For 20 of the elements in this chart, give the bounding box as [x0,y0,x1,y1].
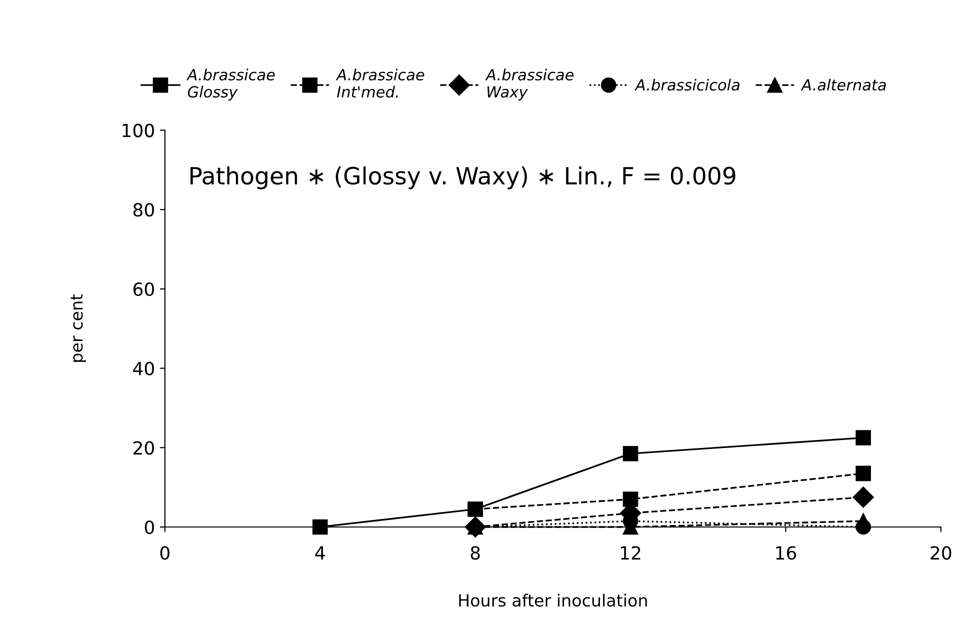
x-tick-label: 16 [776,546,796,560]
x-tick-label: 8 [470,546,480,560]
legend-label: A.brassicae Int'med. [336,68,424,98]
annotation: Pathogen ∗ (Glossy v. Waxy) ∗ Lin., F = 0.009 [190,166,736,190]
x-tick-label: 4 [315,546,325,560]
x-tick-label: 12 [620,546,640,560]
x-tick-label: 0 [160,546,170,560]
legend-label: A.alternata [800,78,886,91]
y-tick-label: 60 [133,282,154,296]
y-tick-label: 20 [134,441,154,455]
y-tick-label: 100 [122,124,154,138]
legend-label: A.brassicicola [634,78,740,91]
y-tick-label: 80 [133,203,154,217]
x-tick-label: 20 [930,546,952,560]
y-axis-title: per cent [70,294,86,362]
y-tick-label: 40 [133,362,154,376]
x-axis-title: Hours after inoculation [459,594,647,607]
legend-label: A.brassicae Glossy [186,68,275,101]
legend-label: A.brassicae Waxy [485,68,574,101]
y-tick-label: 0 [144,520,154,534]
